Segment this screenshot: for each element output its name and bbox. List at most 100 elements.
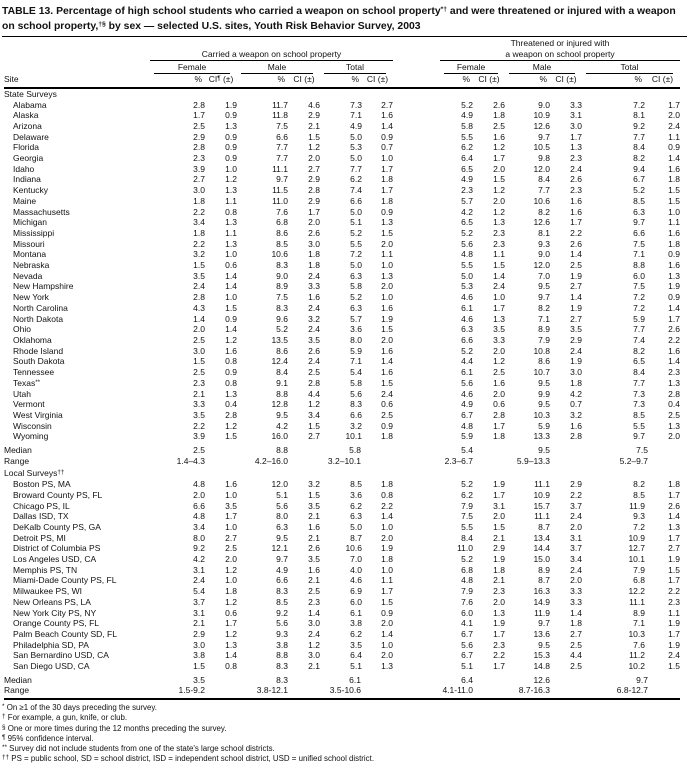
value-cell: 2.5 [381, 409, 393, 420]
value-cell: 1.4 [225, 270, 237, 281]
gap-cell [393, 650, 440, 661]
value-cell: 8.4 [633, 142, 645, 153]
value-cell: 7.3 [350, 99, 362, 110]
summary-label: Median [4, 674, 32, 685]
value-cell: 1.2 [225, 564, 237, 575]
value-cell: 10.9 [628, 532, 645, 543]
value-cell: 9.3 [633, 511, 645, 522]
ci-header: CI (±) [473, 74, 505, 89]
value-cell: 8.5 [633, 409, 645, 420]
value-cell: 2.9 [570, 479, 582, 490]
value-cell: 3.2 [308, 479, 320, 490]
value-cell: 6.7 [633, 174, 645, 185]
value-cell: 1.1 [668, 607, 680, 618]
value-cell: 1.3 [493, 313, 505, 324]
value-cell: 5.8 [350, 377, 362, 388]
value-cell: 7.1 [350, 356, 362, 367]
value-cell: 16.0 [271, 431, 288, 442]
summary-value-cell: 4.1-11.0 [440, 685, 505, 701]
site-cell: Nevada [13, 270, 43, 281]
value-cell: 7.7 [350, 163, 362, 174]
gap-cell [393, 378, 440, 389]
section-header-row: Local Surveys†† [4, 466, 680, 479]
value-cell: 2.0 [493, 345, 505, 356]
value-cell: 5.5 [461, 521, 473, 532]
value-cell: 3.3 [570, 99, 582, 110]
site-cell: New Hampshire [13, 281, 74, 292]
site-cell: North Carolina [13, 302, 68, 313]
value-cell: 5.0 [350, 153, 362, 164]
value-cell: 8.9 [538, 564, 550, 575]
table-row: Tennessee 2.5 0.9 8.4 2.5 5.4 1.6 6.1 2.5 10.7 3.0… [4, 367, 680, 378]
value-cell: 6.1 [350, 607, 362, 618]
value-cell: 1.5 [668, 185, 680, 196]
range-row: Range 1.4–4.3 4.2–16.0 3.2–10.1 2.3–6.7 5.9–1… [4, 456, 680, 467]
value-cell: 2.3 [668, 367, 680, 378]
gap-cell [393, 640, 440, 651]
value-cell: 6.2 [461, 489, 473, 500]
site-cell: Nebraska [13, 260, 50, 271]
value-cell: 6.4 [461, 153, 473, 164]
value-cell: 1.5 [381, 324, 393, 335]
value-cell: 4.4 [461, 356, 473, 367]
table-row: South Dakota 1.5 0.8 12.4 2.4 7.1 1.4 4.4 1.2 8.6… [4, 356, 680, 367]
value-cell: 9.9 [538, 388, 550, 399]
value-cell: 1.5 [668, 564, 680, 575]
value-cell: 1.6 [668, 227, 680, 238]
value-cell: 2.0 [493, 596, 505, 607]
value-cell: 2.3 [570, 185, 582, 196]
value-cell: 5.1 [461, 661, 473, 672]
value-cell: 9.1 [276, 377, 288, 388]
value-cell: 1.9 [570, 302, 582, 313]
gap-cell [393, 260, 440, 271]
value-cell: 2.0 [308, 153, 320, 164]
footnote-marker: ¶ [2, 733, 6, 741]
site-cell: Wyoming [13, 431, 49, 442]
value-cell: 1.0 [225, 292, 237, 303]
value-cell: 8.6 [276, 345, 288, 356]
value-cell: 1.7 [668, 575, 680, 586]
value-cell: 3.2 [308, 313, 320, 324]
section-header: State Surveys [4, 88, 57, 99]
value-cell: 3.4 [193, 521, 205, 532]
value-cell: 1.3 [381, 661, 393, 672]
value-cell: 1.7 [193, 110, 205, 121]
pct-header: % [237, 74, 288, 89]
ci-header: CI (±) [288, 74, 320, 89]
site-cell: Indiana [13, 174, 41, 185]
value-cell: 1.7 [381, 586, 393, 597]
value-cell: 1.9 [225, 99, 237, 110]
summary-label: Median [4, 445, 32, 456]
value-cell: 2.2 [570, 489, 582, 500]
value-cell: 10.6 [271, 249, 288, 260]
value-cell: 2.6 [668, 324, 680, 335]
value-cell: 9.2 [276, 607, 288, 618]
value-cell: 2.1 [308, 511, 320, 522]
value-cell: 12.1 [271, 543, 288, 554]
value-cell: 7.4 [350, 185, 362, 196]
value-cell: 3.4 [308, 409, 320, 420]
value-cell: 0.9 [381, 420, 393, 431]
value-cell: 0.9 [225, 313, 237, 324]
value-cell: 7.0 [538, 270, 550, 281]
value-cell: 2.0 [668, 110, 680, 121]
value-cell: 2.9 [570, 334, 582, 345]
pct-header: % [582, 74, 645, 89]
value-cell: 5.2 [461, 554, 473, 565]
table-row: Massachusetts 2.2 0.8 7.6 1.7 5.0 0.9 4.2 1.2 8.2… [4, 207, 680, 218]
value-cell: 8.7 [538, 521, 550, 532]
table-row: Los Angeles USD, CA 4.2 2.0 9.7 3.5 7.0 1.8 5.2… [4, 554, 680, 565]
value-cell: 0.9 [381, 607, 393, 618]
value-cell: 1.2 [308, 399, 320, 410]
value-cell: 0.8 [225, 377, 237, 388]
value-cell: 3.5 [193, 409, 205, 420]
table-row: Nevada 3.5 1.4 9.0 2.4 6.3 1.3 5.0 1.4 7.0 1.9 6.0 1… [4, 271, 680, 282]
header-gap [393, 74, 440, 89]
value-cell: 7.2 [350, 249, 362, 260]
value-cell: 8.3 [276, 260, 288, 271]
value-cell: 13.5 [271, 334, 288, 345]
value-cell: 14.9 [533, 596, 550, 607]
table-row: Alaska 1.7 0.9 11.8 2.9 7.1 1.6 4.9 1.8 10.9 3.1 8.… [4, 110, 680, 121]
summary-label: Range [4, 455, 30, 466]
value-cell: 4.6 [308, 99, 320, 110]
